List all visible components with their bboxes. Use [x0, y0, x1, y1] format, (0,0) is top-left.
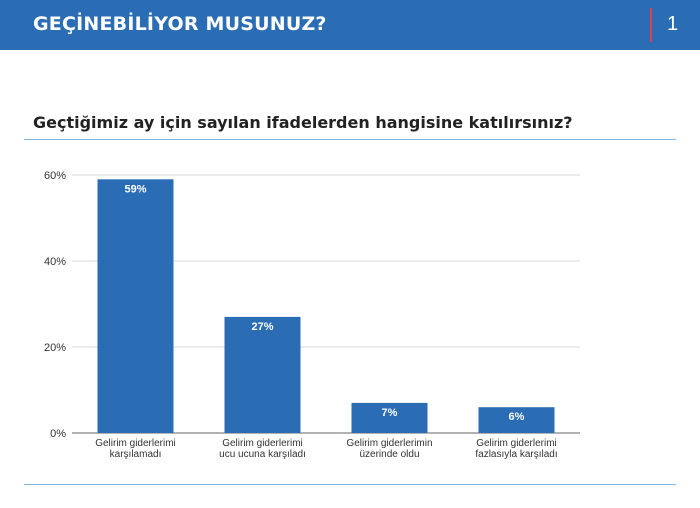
bar: [478, 407, 555, 433]
bottom-divider: [24, 484, 676, 485]
y-tick-label: 20%: [44, 342, 66, 354]
top-divider: [24, 139, 676, 140]
category-label-line: karşılamadı: [110, 449, 162, 460]
category-label-line: Gelirim giderlerimi: [476, 438, 557, 449]
category-label-line: Gelirim giderlerimin: [346, 438, 432, 449]
y-tick-label: 0%: [50, 428, 66, 440]
category-label-line: Gelirim giderlerimi: [95, 438, 176, 449]
category-label: Gelirim giderlerimi ucu ucuna karşıladı: [219, 438, 306, 460]
header-bar: GEÇİNEBİLİYOR MUSUNUZ? 1: [0, 0, 700, 50]
category-label: Gelirim giderlerimin üzerinde oldu: [346, 438, 432, 460]
category-label-line: ucu ucuna karşıladı: [219, 449, 306, 460]
data-label: 27%: [251, 321, 273, 333]
category-label: Gelirim giderlerimi fazlasıyla karşıladı: [475, 438, 557, 460]
data-label: 59%: [124, 183, 146, 195]
category-label-line: Gelirim giderlerimi: [222, 438, 303, 449]
header-divider: [650, 8, 652, 42]
category-label-line: üzerinde oldu: [359, 449, 419, 460]
y-tick-label: 40%: [44, 256, 66, 268]
y-tick-label: 60%: [44, 170, 66, 182]
bar: [97, 179, 174, 433]
question-text: Geçtiğimiz ay için sayılan ifadelerden h…: [33, 113, 573, 132]
bar-chart: 0%20%40%60%59%Gelirim giderlerimi karşıla…: [44, 170, 580, 460]
category-label: Gelirim giderlerimi karşılamadı: [95, 438, 176, 460]
bar: [224, 316, 301, 433]
data-label: 7%: [382, 407, 398, 419]
bar: [351, 402, 428, 433]
page-title: GEÇİNEBİLİYOR MUSUNUZ?: [33, 13, 327, 35]
data-label: 6%: [509, 411, 525, 423]
category-label-line: fazlasıyla karşıladı: [475, 449, 557, 460]
page-number: 1: [667, 13, 679, 35]
